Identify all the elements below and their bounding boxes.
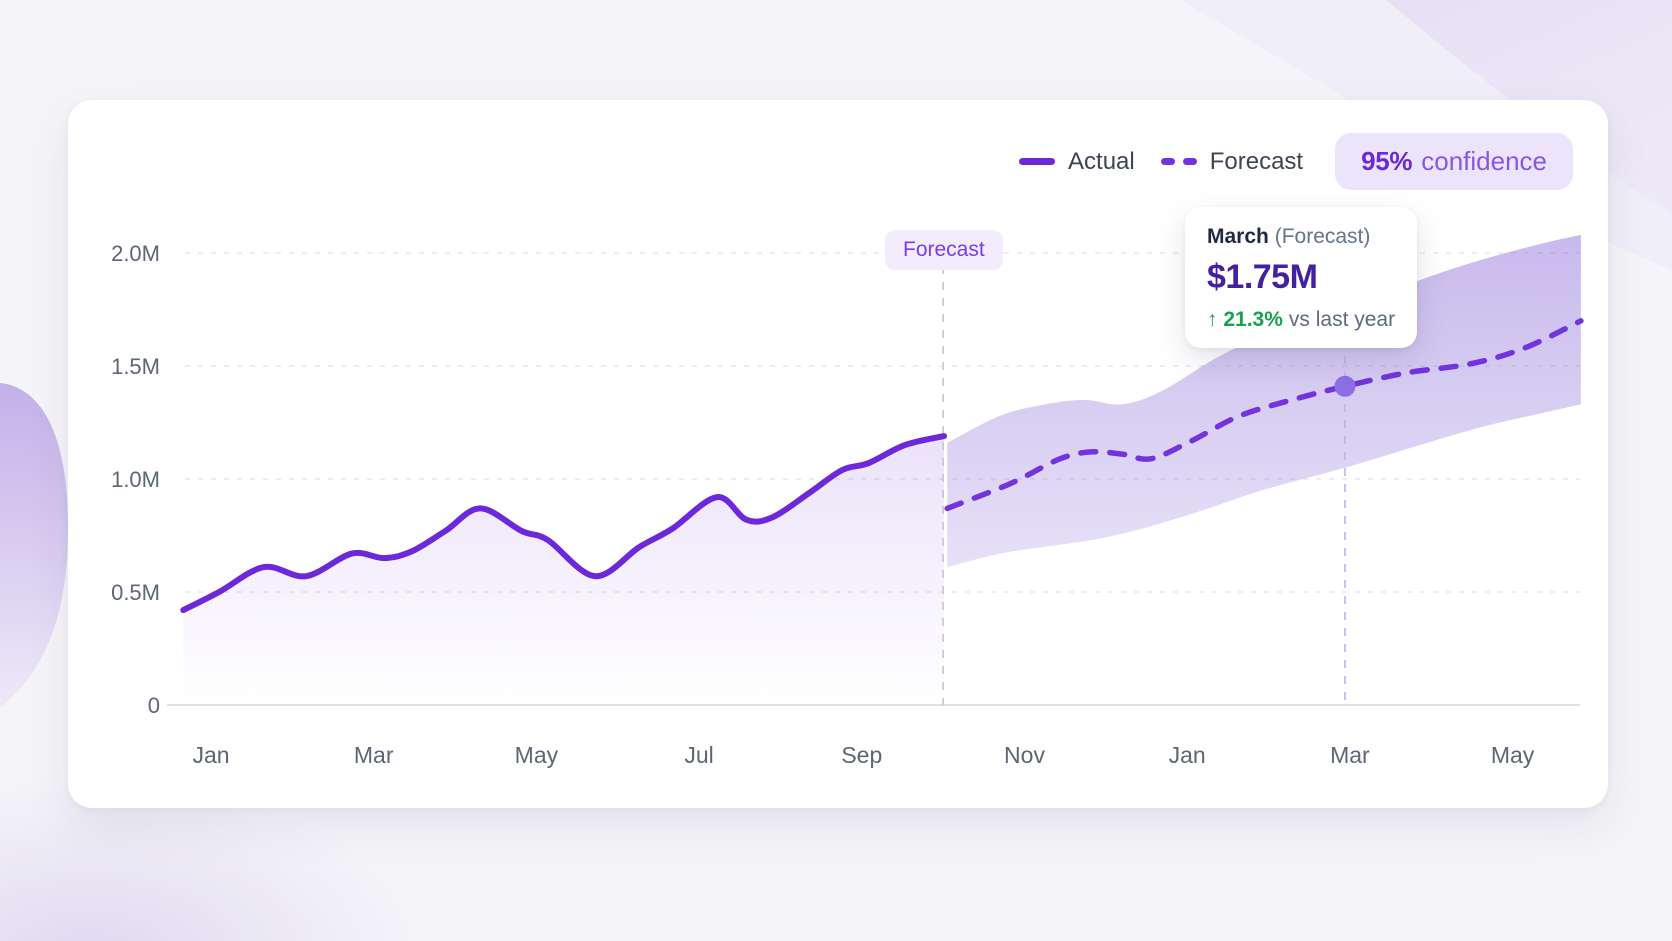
tooltip-delta-suffix: vs last year — [1288, 308, 1396, 331]
y-tick-label: 0 — [148, 693, 160, 718]
chart-card: Actual Forecast 95% confidence 2.0M 1.5M 1.… — [68, 100, 1608, 808]
decor-left-blob — [0, 383, 69, 708]
forecast-dashed-swatch-icon — [1160, 158, 1197, 165]
x-tick-label: Sep — [841, 742, 882, 768]
actual-line — [180, 433, 947, 614]
tooltip-title: March (Forecast) — [1207, 225, 1395, 249]
y-tick-label: 1.5M — [111, 354, 160, 379]
decor-bottom-left-tint — [0, 778, 419, 941]
chart-tooltip: March (Forecast) $1.75M ↑ 21.3% vs last y… — [1185, 207, 1418, 348]
legend-item-forecast[interactable]: Forecast — [1160, 147, 1304, 176]
trend-up-icon: ↑ — [1207, 308, 1218, 331]
confidence-band — [947, 234, 1581, 568]
tooltip-month: March — [1207, 225, 1269, 248]
legend-item-actual[interactable]: Actual — [1019, 148, 1135, 176]
chart-legend: Actual Forecast 95% confidence — [1019, 133, 1573, 190]
x-axis-labels: Jan Mar May Jul Sep Nov Jan Mar May — [192, 742, 1534, 768]
x-tick-label: Jan — [1169, 742, 1206, 768]
tooltip-qualifier: (Forecast) — [1274, 225, 1371, 248]
confidence-value: 95% — [1361, 146, 1413, 176]
x-tick-label: Jan — [192, 742, 229, 768]
x-tick-label: Nov — [1004, 742, 1045, 768]
legend-label-actual: Actual — [1068, 147, 1135, 175]
actual-area-fill — [183, 436, 945, 705]
forecast-chart[interactable]: 2.0M 1.5M 1.0M 0.5M 0 Jan Mar May Jul Sep Nov Jan Ma… — [68, 100, 1608, 808]
confidence-badge: 95% confidence — [1335, 133, 1573, 190]
x-tick-label: May — [1491, 742, 1535, 768]
tooltip-delta: 21.3% — [1223, 308, 1283, 331]
actual-line-swatch-icon — [1019, 158, 1056, 165]
forecast-point-dot[interactable] — [1334, 375, 1356, 397]
forecast-line — [944, 318, 1584, 512]
confidence-label: confidence — [1421, 146, 1547, 176]
x-tick-label: May — [515, 742, 559, 768]
tooltip-delta-row: ↑ 21.3% vs last year — [1207, 308, 1395, 332]
x-tick-label: Mar — [354, 742, 394, 768]
forecast-region-label: Forecast — [885, 230, 1003, 270]
tooltip-value: $1.75M — [1207, 258, 1318, 296]
y-tick-label: 1.0M — [111, 467, 160, 492]
x-tick-label: Mar — [1330, 742, 1370, 768]
legend-label-forecast: Forecast — [1209, 147, 1304, 175]
y-tick-label: 2.0M — [111, 241, 160, 266]
y-tick-label: 0.5M — [111, 580, 160, 605]
x-tick-label: Jul — [684, 742, 713, 768]
